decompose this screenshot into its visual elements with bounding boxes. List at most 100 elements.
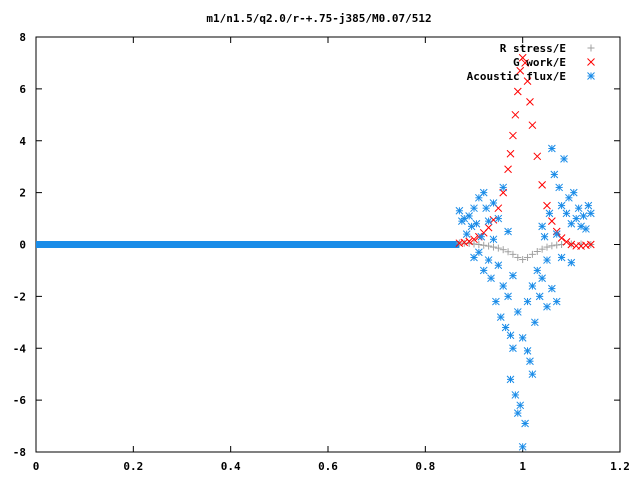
point-r-stress-e bbox=[475, 241, 483, 248]
point-acoustic-flux-e bbox=[511, 391, 520, 399]
point-r-stress-e bbox=[538, 245, 546, 253]
y-tick-label: -2 bbox=[13, 290, 26, 303]
plot-area bbox=[36, 53, 595, 451]
point-acoustic-flux-e bbox=[543, 302, 551, 311]
point-acoustic-flux-e bbox=[560, 155, 568, 163]
point-acoustic-flux-e bbox=[586, 209, 595, 218]
point-acoustic-flux-e bbox=[548, 144, 556, 153]
point-g-work-e bbox=[582, 241, 590, 250]
point-acoustic-flux-e bbox=[496, 313, 505, 321]
point-acoustic-flux-e bbox=[557, 201, 566, 210]
y-tick-label: -4 bbox=[13, 342, 27, 355]
point-acoustic-flux-e bbox=[477, 232, 486, 241]
point-r-stress-e bbox=[514, 253, 522, 261]
point-acoustic-flux-e bbox=[523, 346, 532, 355]
point-acoustic-flux-e bbox=[509, 344, 517, 353]
point-acoustic-flux-e bbox=[538, 222, 546, 231]
point-acoustic-flux-e bbox=[470, 204, 478, 213]
point-r-stress-e bbox=[524, 253, 532, 261]
point-acoustic-flux-e bbox=[494, 214, 503, 223]
x-tick-label: 0.8 bbox=[415, 460, 435, 473]
point-acoustic-flux-e bbox=[513, 308, 522, 316]
point-acoustic-flux-e bbox=[504, 292, 512, 301]
point-g-work-e bbox=[528, 121, 537, 130]
point-g-work-e bbox=[543, 201, 551, 210]
point-acoustic-flux-e bbox=[479, 188, 488, 197]
y-tick-label: 4 bbox=[19, 135, 26, 148]
point-g-work-e bbox=[506, 149, 515, 158]
point-g-work-e bbox=[538, 180, 546, 189]
point-g-work-e bbox=[504, 165, 512, 174]
point-r-stress-e bbox=[553, 241, 561, 249]
point-acoustic-flux-e bbox=[499, 183, 508, 192]
legend-marker-r-stress-e bbox=[587, 44, 595, 52]
legend-label-r-stress-e: R stress/E bbox=[500, 42, 566, 55]
legend-marker-g-work-e bbox=[587, 58, 595, 66]
point-acoustic-flux-e bbox=[504, 227, 512, 236]
point-acoustic-flux-e bbox=[535, 292, 544, 301]
point-acoustic-flux-e bbox=[475, 193, 483, 202]
chart-title: m1/n1.5/q2.0/r-+.75-j385/M0.07/512 bbox=[206, 12, 431, 25]
point-acoustic-flux-e bbox=[492, 297, 500, 306]
x-tick-label: 0.6 bbox=[318, 460, 338, 473]
point-g-work-e bbox=[548, 217, 556, 226]
x-tick-label: 1 bbox=[519, 460, 526, 473]
point-r-stress-e bbox=[480, 241, 488, 249]
point-r-stress-e bbox=[504, 248, 512, 256]
point-acoustic-flux-e bbox=[499, 282, 508, 290]
point-acoustic-flux-e bbox=[489, 199, 498, 207]
point-acoustic-flux-e bbox=[548, 284, 556, 293]
y-tick-label: 6 bbox=[19, 83, 26, 96]
point-r-stress-e bbox=[528, 250, 536, 258]
point-acoustic-flux-e bbox=[465, 212, 473, 220]
series-acoustic-flux-e bbox=[455, 144, 595, 451]
point-acoustic-flux-e bbox=[513, 409, 522, 417]
point-r-stress-e bbox=[499, 246, 507, 254]
point-g-work-e bbox=[509, 131, 517, 140]
point-g-work-e bbox=[484, 223, 493, 232]
point-g-work-e bbox=[511, 110, 520, 119]
point-r-stress-e bbox=[548, 242, 556, 250]
series-g-work-e bbox=[455, 53, 595, 250]
point-acoustic-flux-e bbox=[574, 204, 583, 213]
y-tick-label: 8 bbox=[19, 31, 26, 44]
point-g-work-e bbox=[523, 77, 532, 85]
point-acoustic-flux-e bbox=[484, 217, 493, 226]
point-acoustic-flux-e bbox=[494, 261, 503, 270]
point-g-work-e bbox=[562, 238, 571, 246]
point-acoustic-flux-e bbox=[484, 256, 493, 264]
point-r-stress-e bbox=[533, 248, 541, 256]
point-acoustic-flux-e bbox=[462, 230, 471, 238]
point-r-stress-e bbox=[485, 242, 493, 250]
point-acoustic-flux-e bbox=[579, 212, 588, 220]
point-acoustic-flux-e bbox=[506, 375, 515, 384]
point-acoustic-flux-e bbox=[552, 297, 561, 306]
point-g-work-e bbox=[521, 59, 529, 67]
point-acoustic-flux-e bbox=[523, 297, 532, 306]
point-acoustic-flux-e bbox=[482, 204, 491, 213]
axes: 0 0.2 0.4 0.6 0.8 1 1.2 8 6 4 2 0 -2 -4 -6 -8 bbox=[13, 31, 630, 473]
point-acoustic-flux-e bbox=[506, 331, 515, 340]
point-acoustic-flux-e bbox=[516, 401, 525, 410]
point-acoustic-flux-e bbox=[475, 248, 483, 257]
point-acoustic-flux-e bbox=[518, 442, 527, 451]
point-acoustic-flux-e bbox=[521, 419, 529, 428]
point-r-stress-e bbox=[489, 243, 497, 251]
x-tick-label: 0.2 bbox=[123, 460, 143, 473]
point-g-work-e bbox=[518, 53, 527, 62]
point-acoustic-flux-e bbox=[567, 258, 576, 267]
point-acoustic-flux-e bbox=[545, 209, 554, 218]
point-g-work-e bbox=[465, 237, 473, 246]
point-r-stress-e bbox=[543, 243, 551, 251]
point-acoustic-flux-e bbox=[538, 274, 546, 283]
point-g-work-e bbox=[586, 240, 595, 249]
y-tick-label: -6 bbox=[13, 394, 27, 407]
point-acoustic-flux-e bbox=[489, 235, 498, 244]
series-r-stress-e bbox=[455, 239, 595, 264]
point-r-stress-e bbox=[519, 256, 527, 264]
point-r-stress-e bbox=[509, 250, 517, 258]
point-acoustic-flux-e bbox=[555, 183, 564, 192]
x-tick-label: 0 bbox=[33, 460, 40, 473]
legend-label-g-work-e: G work/E bbox=[513, 56, 566, 69]
